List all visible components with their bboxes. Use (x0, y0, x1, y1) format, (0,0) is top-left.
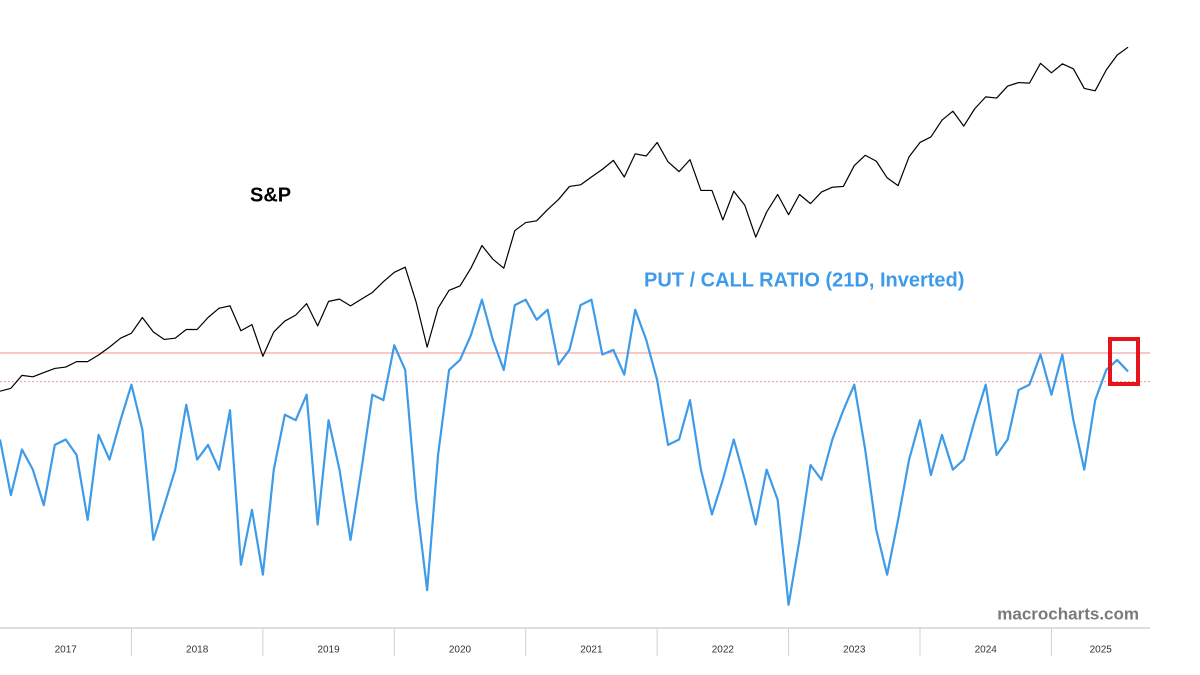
x-tick-label: 2021 (580, 645, 603, 656)
watermark: macrocharts.com (997, 604, 1139, 623)
x-tick-label: 2020 (449, 645, 472, 656)
x-tick-label: 2019 (317, 645, 340, 656)
x-tick-label: 2025 (1090, 645, 1113, 656)
ratio-label: PUT / CALL RATIO (21D, Inverted) (644, 269, 964, 291)
series-line (0, 46, 1129, 392)
highlight-box (1108, 337, 1140, 386)
plot: 2017 2018 2019 2020 2021 2022 2023 2024 2025 (0, 46, 1150, 656)
series-line (0, 298, 1129, 606)
x-tick-label: 2018 (186, 645, 209, 656)
x-tick-label: 2017 (55, 645, 78, 656)
x-tick-label: 2023 (843, 645, 866, 656)
x-tick-label: 2024 (975, 645, 998, 656)
x-tick-label: 2022 (712, 645, 735, 656)
sp-label: S&P (250, 184, 291, 206)
